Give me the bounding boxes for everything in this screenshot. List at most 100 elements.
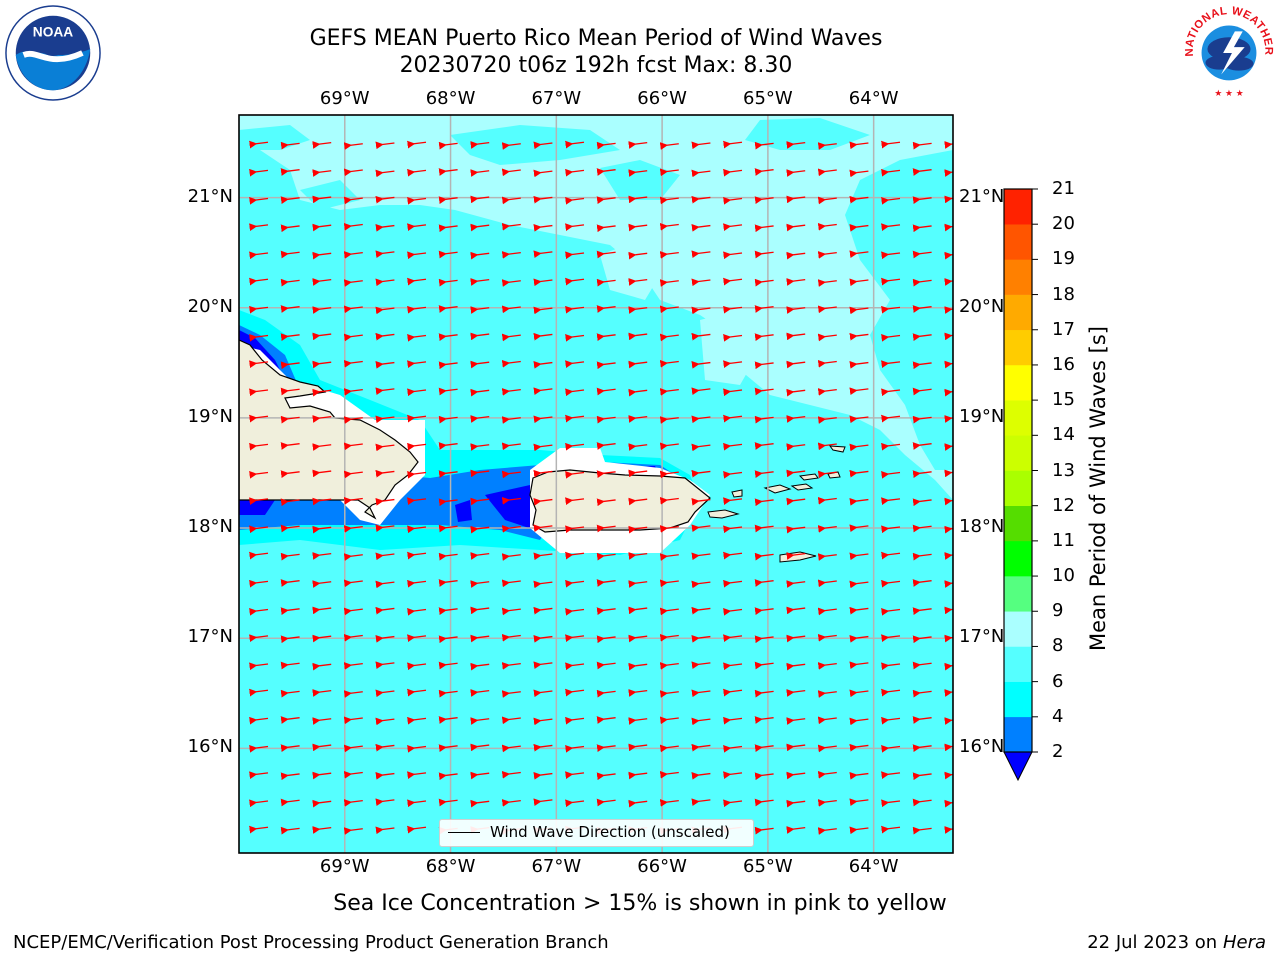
wind-wave-arrow xyxy=(438,552,458,561)
wind-wave-arrow xyxy=(501,305,521,314)
wind-wave-arrow xyxy=(407,196,427,205)
wind-wave-arrow xyxy=(723,442,743,451)
wind-wave-arrow xyxy=(817,305,837,314)
period-8-9-zone xyxy=(239,115,953,500)
wind-wave-arrow xyxy=(438,196,458,204)
wind-wave-arrow xyxy=(533,634,553,643)
tick-left-label: 16°N xyxy=(187,736,233,758)
wind-wave-arrow xyxy=(312,826,332,834)
wind-wave-arrow xyxy=(659,470,679,479)
tick-left-label: 19°N xyxy=(187,405,233,427)
wind-wave-arrow xyxy=(596,579,616,587)
colorbar-tick-label: 10 xyxy=(1052,565,1075,587)
wind-wave-arrow xyxy=(817,470,837,479)
wind-wave-arrow xyxy=(407,305,427,314)
wind-wave-arrow xyxy=(533,469,553,478)
wind-wave-arrow xyxy=(312,360,332,369)
wind-wave-arrow xyxy=(691,387,711,396)
wind-wave-arrow xyxy=(288,855,300,857)
wind-wave-arrow xyxy=(407,634,427,643)
wind-wave-arrow xyxy=(501,333,521,342)
wind-wave-arrow xyxy=(786,223,806,232)
colorbar-tick-label: 13 xyxy=(1052,459,1075,481)
wind-wave-arrow xyxy=(628,689,648,697)
wind-wave-arrow xyxy=(849,306,869,315)
wind-wave-arrow xyxy=(786,388,806,397)
wind-wave-arrow xyxy=(407,716,427,725)
wind-wave-arrow xyxy=(407,388,427,397)
wind-wave-arrow xyxy=(881,688,901,697)
wind-wave-arrow xyxy=(817,690,837,698)
wind-wave-arrow xyxy=(375,387,395,396)
wind-wave-arrow xyxy=(249,140,269,149)
wind-wave-arrow xyxy=(628,332,648,341)
wind-wave-arrow xyxy=(596,442,616,450)
wind-wave-arrow xyxy=(312,799,332,808)
wind-wave-arrow xyxy=(343,359,363,368)
wind-wave-arrow xyxy=(343,716,363,725)
wind-wave-arrow xyxy=(438,168,458,176)
wind-wave-arrow xyxy=(565,196,585,205)
wind-wave-arrow xyxy=(249,551,269,560)
wind-wave-arrow xyxy=(312,306,332,314)
wind-wave-arrow xyxy=(596,716,616,724)
wind-wave-arrow xyxy=(912,826,932,835)
wind-wave-arrow xyxy=(438,661,458,670)
wind-wave-arrow xyxy=(533,141,553,150)
wind-wave-arrow xyxy=(533,743,553,752)
colorbar-tick-label: 4 xyxy=(1052,705,1064,727)
wind-wave-arrow xyxy=(691,278,711,287)
wind-wave-arrow xyxy=(754,333,774,341)
wind-wave-arrow xyxy=(312,141,332,149)
wind-wave-arrow xyxy=(659,388,679,396)
wind-wave-arrow xyxy=(817,333,837,342)
wind-wave-arrow xyxy=(343,416,363,424)
wind-wave-arrow xyxy=(533,195,553,204)
wind-wave-arrow xyxy=(280,250,300,259)
wind-wave-arrow xyxy=(312,717,332,725)
wind-wave-arrow xyxy=(407,251,427,260)
wind-wave-arrow xyxy=(343,305,363,314)
wind-wave-arrow xyxy=(565,634,585,643)
wind-wave-arrow xyxy=(754,579,774,587)
wind-wave-arrow xyxy=(312,278,332,286)
wind-wave-arrow xyxy=(849,360,869,369)
wind-wave-arrow xyxy=(628,717,648,725)
wind-wave-arrow xyxy=(817,496,837,505)
wind-wave-arrow xyxy=(786,634,806,643)
wind-wave-arrow xyxy=(628,606,648,615)
wind-wave-arrow xyxy=(470,223,490,232)
wind-wave-arrow xyxy=(691,689,711,698)
wind-wave-arrow xyxy=(249,333,269,342)
wind-wave-arrow xyxy=(280,415,300,424)
tick-top-label: 66°W xyxy=(637,88,687,109)
wind-wave-arrow xyxy=(881,196,901,205)
colorbar-tick-label: 6 xyxy=(1052,670,1064,692)
colorbar-segment xyxy=(1004,224,1032,260)
tick-left-label: 18°N xyxy=(187,516,233,538)
wind-wave-arrow xyxy=(470,689,490,697)
wind-wave-arrow xyxy=(691,580,711,589)
wind-wave-arrow xyxy=(817,416,837,424)
wind-wave-arrow xyxy=(501,251,521,259)
wind-wave-arrow xyxy=(881,333,901,342)
wind-wave-arrow xyxy=(754,278,774,287)
wind-wave-arrow xyxy=(754,387,774,396)
wind-wave-arrow xyxy=(343,168,363,177)
colorbar-extend-min xyxy=(1003,751,1033,782)
tick-right-label: 18°N xyxy=(959,516,1005,538)
wind-wave-arrow xyxy=(470,799,490,808)
wind-wave-arrow xyxy=(375,689,395,698)
wind-wave-arrow xyxy=(596,305,616,313)
colorbar-tick-label: 14 xyxy=(1052,424,1075,446)
wind-wave-arrow xyxy=(691,771,711,780)
wind-wave-arrow xyxy=(407,223,427,232)
wind-wave-arrow xyxy=(912,333,932,341)
wind-wave-arrow xyxy=(438,744,458,752)
wind-wave-arrow xyxy=(501,388,521,396)
wind-wave-arrow xyxy=(565,470,585,479)
wind-wave-arrow xyxy=(249,414,269,423)
wind-wave-arrow xyxy=(849,743,869,752)
wind-wave-arrow xyxy=(470,662,490,671)
wind-wave-arrow xyxy=(280,141,300,150)
